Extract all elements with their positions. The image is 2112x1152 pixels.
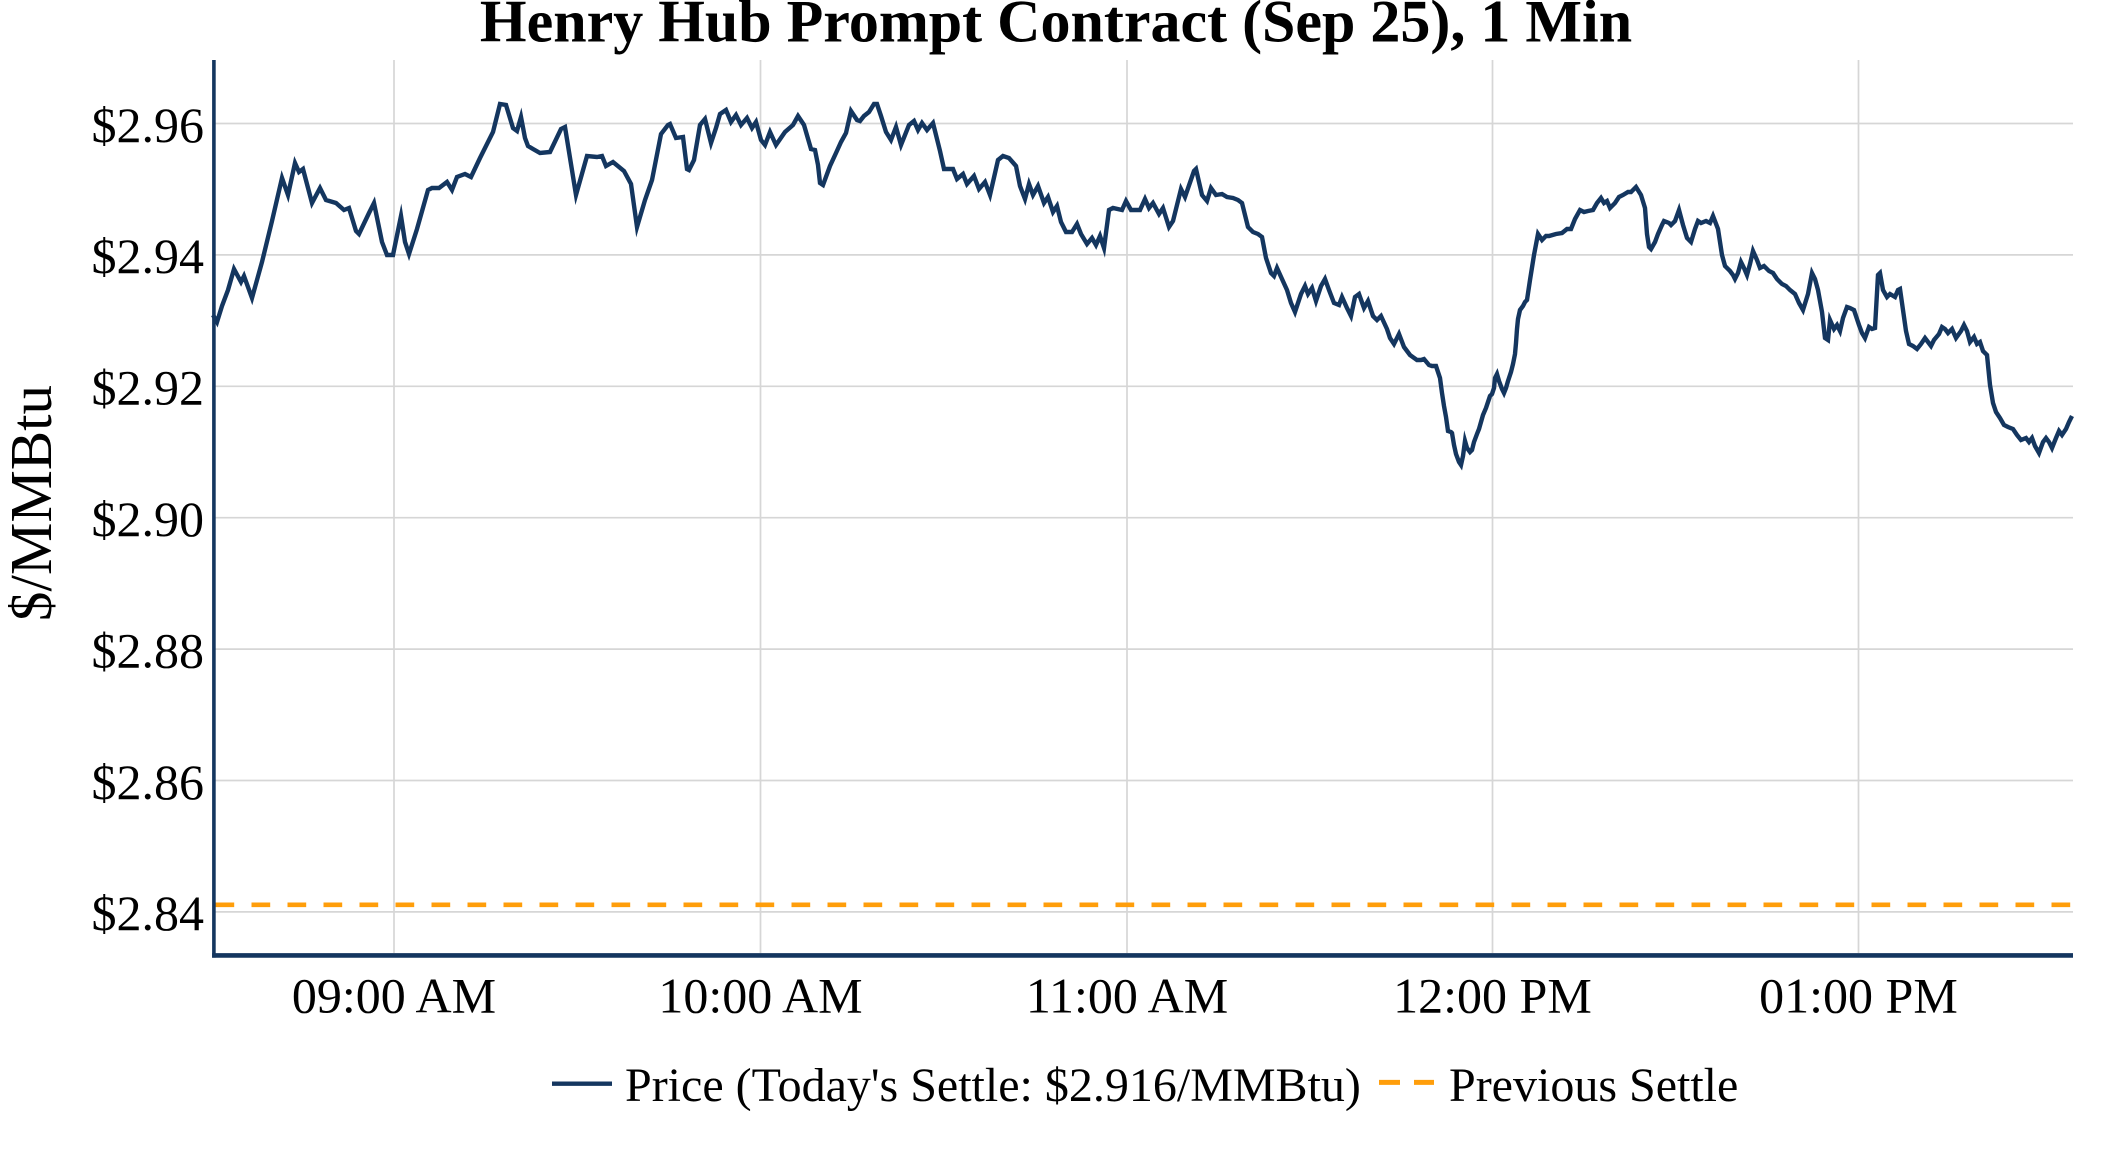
svg-text:$2.90: $2.90 (92, 491, 205, 547)
svg-text:$2.86: $2.86 (92, 754, 205, 810)
svg-text:Price (Today's Settle: $2.916/: Price (Today's Settle: $2.916/MMBtu) (625, 1059, 1361, 1112)
svg-text:$/MMBtu: $/MMBtu (0, 385, 64, 621)
svg-text:$2.88: $2.88 (92, 622, 205, 678)
svg-text:10:00 AM: 10:00 AM (658, 967, 862, 1023)
svg-text:$2.92: $2.92 (92, 360, 205, 416)
svg-text:12:00 PM: 12:00 PM (1393, 967, 1592, 1023)
svg-text:11:00 AM: 11:00 AM (1026, 967, 1228, 1023)
svg-text:$2.96: $2.96 (92, 97, 205, 153)
svg-text:$2.84: $2.84 (92, 885, 205, 941)
svg-text:Henry Hub Prompt Contract (Sep: Henry Hub Prompt Contract (Sep 25), 1 Mi… (480, 0, 1632, 55)
svg-text:$2.94: $2.94 (92, 228, 205, 284)
svg-text:Previous Settle: Previous Settle (1449, 1059, 1738, 1112)
svg-text:01:00 PM: 01:00 PM (1759, 967, 1958, 1023)
svg-text:09:00 AM: 09:00 AM (292, 967, 496, 1023)
